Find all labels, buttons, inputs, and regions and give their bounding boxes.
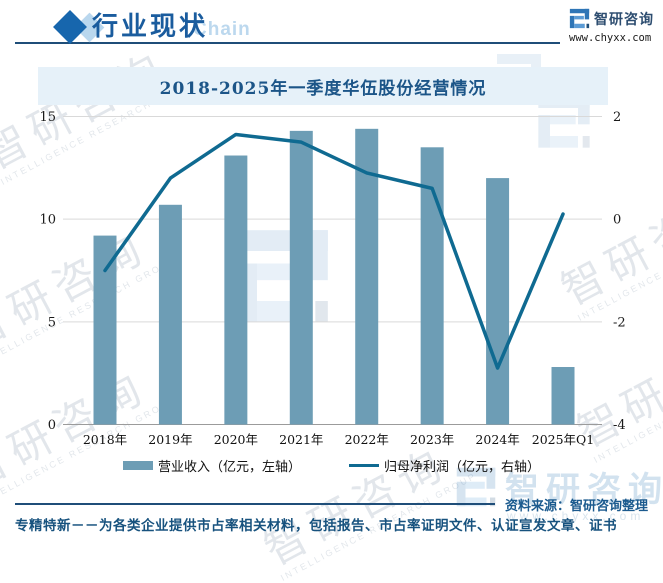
footer-divider	[15, 503, 495, 505]
brand-block: 智研咨询 www.chyxx.com	[569, 8, 659, 44]
bar	[289, 130, 313, 425]
right-axis-tick: 2	[613, 110, 621, 125]
data-source: 资料来源：智研咨询整理	[505, 499, 649, 514]
right-axis-tick: 0	[613, 213, 621, 228]
left-axis-tick: 5	[48, 315, 56, 330]
bar	[158, 204, 182, 425]
bar	[420, 147, 444, 425]
legend-item-profit: 归母净利润（亿元，右轴）	[349, 456, 540, 475]
left-axis-tick: 10	[39, 213, 56, 228]
bar	[486, 178, 510, 425]
legend-label-revenue: 营业收入（亿元，左轴）	[157, 460, 301, 475]
legend-label-profit: 归母净利润（亿元，右轴）	[384, 460, 541, 475]
brand-url: www.chyxx.com	[569, 32, 652, 44]
diamond-icon	[53, 10, 87, 44]
x-axis-label: 2021年	[279, 432, 323, 447]
bar	[551, 367, 575, 425]
brand-name: 智研咨询	[594, 10, 654, 27]
bar	[355, 128, 379, 425]
right-axis-tick: -4	[613, 418, 626, 433]
line-series-swatch	[349, 463, 379, 468]
legend-item-revenue: 营业收入（亿元，左轴）	[122, 456, 301, 475]
x-axis-label: 2019年	[148, 432, 192, 447]
bar-series-swatch	[122, 461, 153, 470]
x-axis-label: 2018年	[83, 432, 127, 447]
bar	[93, 235, 117, 425]
chart-legend: 营业收入（亿元，左轴） 归母净利润（亿元，右轴）	[0, 456, 663, 475]
x-axis-label: 2024年	[475, 432, 519, 447]
brand-logo-icon	[569, 8, 590, 29]
chart-title: 2018-2025年一季度华伍股份经营情况	[159, 78, 487, 99]
page: { "header": { "section_title": "行业现状", "…	[0, 8, 663, 583]
chart-title-band: 2018-2025年一季度华伍股份经营情况	[38, 67, 608, 105]
x-axis-label: 2023年	[410, 432, 454, 447]
combo-chart: 0 5 10 15 -4 -2 0 2 2018年 2019年 2020年 2021年 2022年 202…	[39, 110, 626, 447]
header-watermark-text: Chain	[193, 19, 251, 40]
left-axis-tick: 0	[48, 418, 56, 433]
header-divider	[15, 42, 560, 44]
section-title: 行业现状	[92, 11, 209, 41]
left-axis-tick: 15	[39, 110, 56, 125]
bar	[224, 155, 248, 425]
line-series	[103, 132, 565, 370]
footer-note: 专精特新－－为各类企业提供市占率相关材料，包括报告、市占率证明文件、认证宣发文章…	[15, 518, 617, 533]
x-axis-label: 2020年	[214, 432, 258, 447]
x-axis-label: 2025年Q1	[532, 432, 595, 447]
x-axis-label: 2022年	[345, 432, 389, 447]
right-axis-tick: -2	[613, 315, 626, 330]
